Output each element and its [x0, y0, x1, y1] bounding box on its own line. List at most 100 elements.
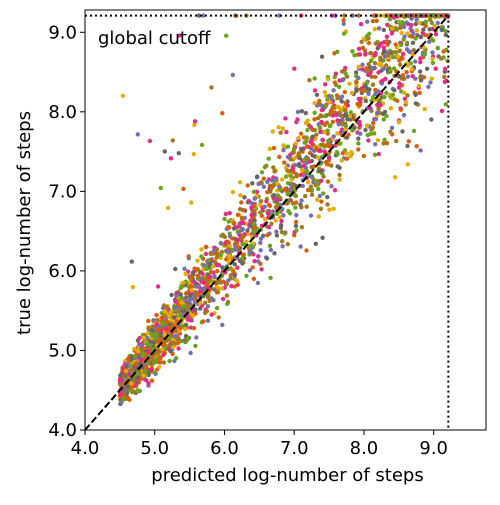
- data-point: [316, 214, 321, 219]
- data-point: [280, 239, 285, 244]
- data-point: [405, 93, 410, 98]
- data-point: [205, 304, 211, 309]
- data-point: [333, 71, 339, 76]
- data-point: [356, 136, 361, 141]
- data-point: [339, 113, 344, 119]
- data-point: [339, 69, 345, 74]
- data-point: [219, 241, 224, 246]
- data-point: [200, 271, 205, 276]
- data-point: [319, 119, 324, 125]
- data-point: [393, 175, 398, 180]
- data-point: [206, 258, 212, 263]
- data-point: [302, 157, 307, 163]
- data-point: [343, 65, 348, 71]
- data-point: [369, 74, 374, 79]
- data-point: [121, 381, 126, 387]
- data-point: [318, 148, 323, 153]
- data-point: [231, 269, 236, 274]
- data-point: [435, 20, 440, 26]
- data-point: [388, 129, 393, 134]
- data-point: [347, 81, 352, 86]
- data-point: [117, 379, 123, 384]
- data-point: [404, 69, 409, 75]
- data-point: [168, 317, 174, 323]
- data-point: [298, 172, 304, 178]
- data-point: [211, 249, 216, 254]
- data-point: [388, 68, 393, 74]
- data-point: [366, 138, 371, 143]
- data-point: [196, 13, 202, 18]
- data-point: [183, 291, 189, 296]
- data-point: [136, 375, 141, 380]
- data-point: [145, 341, 150, 346]
- data-point: [433, 66, 438, 71]
- data-point: [308, 213, 314, 218]
- data-point: [364, 66, 369, 71]
- data-point: [218, 252, 223, 257]
- data-point: [430, 56, 435, 62]
- data-point: [262, 216, 268, 222]
- data-point: [327, 100, 332, 105]
- data-point: [204, 282, 209, 287]
- data-point: [271, 145, 277, 151]
- data-point: [241, 220, 246, 226]
- data-point: [179, 338, 184, 344]
- data-point: [159, 318, 164, 324]
- data-point: [413, 59, 418, 64]
- data-point: [375, 138, 381, 143]
- data-point: [167, 358, 172, 364]
- data-point: [268, 247, 274, 253]
- data-point: [195, 267, 200, 272]
- data-point: [224, 33, 229, 38]
- data-point: [222, 216, 227, 222]
- data-point: [398, 62, 403, 67]
- data-point: [392, 88, 397, 93]
- data-point: [129, 385, 135, 390]
- data-point: [401, 24, 407, 30]
- data-point: [181, 309, 187, 314]
- data-point: [259, 223, 264, 228]
- data-point: [319, 54, 325, 59]
- data-point: [284, 129, 289, 135]
- data-point: [267, 243, 273, 248]
- data-point: [415, 33, 420, 38]
- data-point: [320, 142, 326, 147]
- data-point: [168, 309, 174, 314]
- data-point: [194, 335, 199, 340]
- data-point: [185, 337, 190, 342]
- data-point: [309, 192, 315, 197]
- data-point: [339, 94, 345, 99]
- data-point: [307, 78, 312, 83]
- data-point: [404, 47, 410, 52]
- data-point: [378, 103, 383, 108]
- data-point: [312, 110, 317, 116]
- data-point: [325, 128, 330, 133]
- data-point: [216, 315, 221, 320]
- data-point: [206, 293, 211, 298]
- data-point: [355, 101, 360, 107]
- data-point: [320, 137, 326, 143]
- data-point: [349, 90, 355, 96]
- data-point: [173, 329, 178, 334]
- data-point: [316, 116, 321, 121]
- data-point: [186, 254, 191, 259]
- data-point: [442, 74, 447, 80]
- data-point: [376, 151, 381, 157]
- data-point: [192, 279, 197, 285]
- data-point: [344, 156, 350, 161]
- x-axis-label: predicted log-number of steps: [151, 465, 423, 486]
- data-point: [294, 213, 299, 218]
- data-point: [205, 318, 211, 323]
- data-point: [398, 25, 403, 30]
- data-point: [123, 368, 129, 374]
- data-point: [350, 13, 355, 18]
- data-point: [157, 337, 162, 343]
- data-point: [327, 144, 333, 149]
- data-point: [249, 205, 254, 210]
- data-point: [342, 107, 348, 113]
- data-point: [359, 39, 364, 44]
- data-point: [183, 271, 188, 277]
- data-point: [368, 51, 373, 56]
- data-point: [409, 67, 414, 72]
